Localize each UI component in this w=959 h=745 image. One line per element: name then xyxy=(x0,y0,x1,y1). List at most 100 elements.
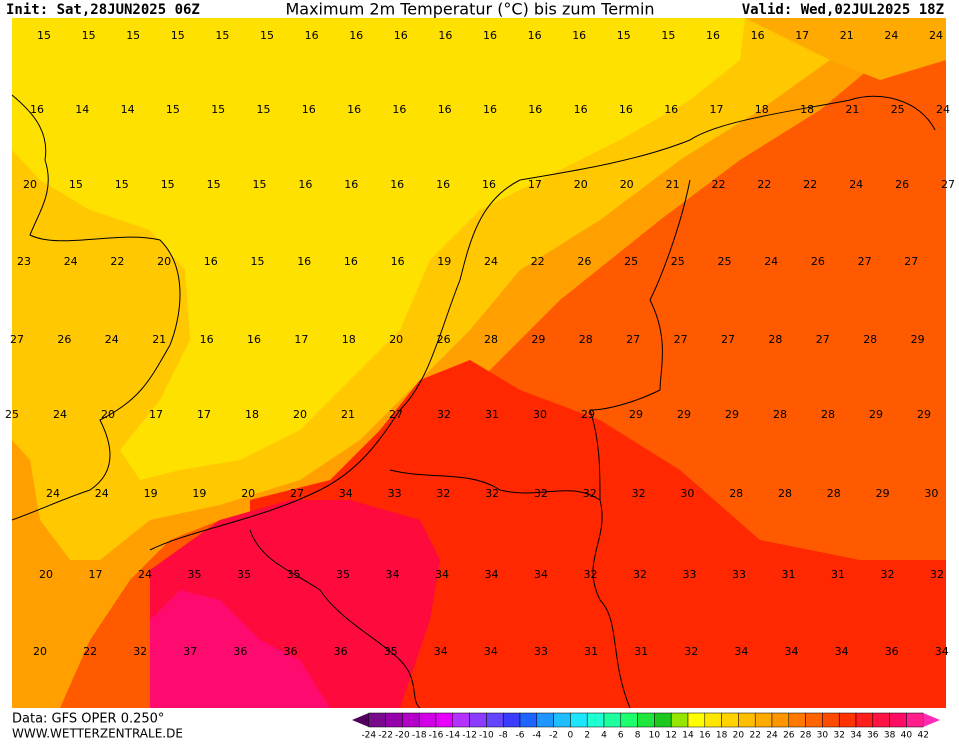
temperature-value: 29 xyxy=(917,408,931,421)
temperature-value: 28 xyxy=(768,333,782,346)
temperature-value: 15 xyxy=(260,29,274,42)
temperature-value: 15 xyxy=(215,29,229,42)
colorbar-tick-label: 32 xyxy=(833,731,844,741)
colorbar-box xyxy=(822,712,840,728)
colorbar-tick-label: 8 xyxy=(635,731,641,741)
temperature-value: 31 xyxy=(782,568,796,581)
temperature-value: 29 xyxy=(725,408,739,421)
temperature-value: 17 xyxy=(795,29,809,42)
temperature-value: 28 xyxy=(773,408,787,421)
temperature-value: 16 xyxy=(438,29,452,42)
temperature-value: 28 xyxy=(821,408,835,421)
colorbar-box xyxy=(637,712,655,728)
temperature-value: 20 xyxy=(241,487,255,500)
temperature-value: 31 xyxy=(584,645,598,658)
temperature-value: 14 xyxy=(121,103,135,116)
temperature-value: 18 xyxy=(245,408,259,421)
temperature-value: 27 xyxy=(674,333,688,346)
data-source: Data: GFS OPER 0.250° xyxy=(12,712,164,727)
temperature-value: 16 xyxy=(298,178,312,191)
temperature-value: 16 xyxy=(438,103,452,116)
colorbar-tick-label: -2 xyxy=(549,731,558,741)
header-band xyxy=(0,0,959,18)
temperature-value: 20 xyxy=(39,568,53,581)
temperature-value: 16 xyxy=(302,103,316,116)
temperature-value: 15 xyxy=(171,29,185,42)
temperature-value: 27 xyxy=(10,333,24,346)
temperature-value: 34 xyxy=(435,568,449,581)
temperature-value: 34 xyxy=(386,568,400,581)
colorbar-tick-label: 34 xyxy=(850,731,862,741)
temperature-value: 34 xyxy=(434,645,448,658)
temperature-value: 24 xyxy=(929,29,943,42)
temperature-value: 14 xyxy=(75,103,89,116)
temperature-value: 27 xyxy=(816,333,830,346)
map-title: Maximum 2m Temperatur (°C) bis zum Termi… xyxy=(285,0,654,19)
colorbar-tick-label: 40 xyxy=(901,731,913,741)
temperature-value: 22 xyxy=(712,178,726,191)
temperature-value: 25 xyxy=(671,255,685,268)
temperature-value: 16 xyxy=(394,29,408,42)
temperature-value: 29 xyxy=(629,408,643,421)
colorbar-box xyxy=(435,712,454,728)
temperature-value: 24 xyxy=(936,103,950,116)
temperature-value: 35 xyxy=(336,568,350,581)
colorbar-box xyxy=(687,712,706,728)
colorbar-tick-label: 30 xyxy=(817,731,829,741)
temperature-value: 16 xyxy=(483,103,497,116)
colorbar-box xyxy=(402,712,420,728)
temperature-value: 33 xyxy=(683,568,697,581)
colorbar-tick-label: 38 xyxy=(884,731,896,741)
colorbar-tick-label: -16 xyxy=(429,731,444,741)
temperature-value: 18 xyxy=(800,103,814,116)
colorbar-box xyxy=(906,712,924,728)
temperature-value: 32 xyxy=(632,487,646,500)
colorbar-tick-label: -10 xyxy=(479,731,494,741)
temperature-value: 29 xyxy=(531,333,545,346)
colorbar-box xyxy=(889,712,907,728)
temperature-value: 27 xyxy=(858,255,872,268)
temperature-value: 30 xyxy=(680,487,694,500)
colorbar-tick-label: -4 xyxy=(532,731,541,741)
temperature-value: 27 xyxy=(941,178,955,191)
temperature-value: 26 xyxy=(577,255,591,268)
temperature-value: 35 xyxy=(287,568,301,581)
temperature-value: 32 xyxy=(583,487,597,500)
temperature-value: 17 xyxy=(197,408,211,421)
temperature-value: 15 xyxy=(211,103,225,116)
temperature-value: 16 xyxy=(347,103,361,116)
temperature-value: 16 xyxy=(664,103,678,116)
temperature-value: 24 xyxy=(484,255,498,268)
temperature-value: 15 xyxy=(161,178,175,191)
temperature-value: 25 xyxy=(891,103,905,116)
temperature-value: 21 xyxy=(666,178,680,191)
temperature-value: 26 xyxy=(57,333,71,346)
temperature-value: 17 xyxy=(89,568,103,581)
temperature-value: 34 xyxy=(734,645,748,658)
colorbar-tick-label: 12 xyxy=(665,731,676,741)
temperature-value: 25 xyxy=(5,408,19,421)
colorbar-box xyxy=(838,712,857,728)
temperature-value: 17 xyxy=(149,408,163,421)
temperature-value: 24 xyxy=(849,178,863,191)
colorbar-tick-label: 42 xyxy=(917,731,928,741)
temperature-value: 35 xyxy=(237,568,251,581)
colorbar-box xyxy=(670,712,689,728)
temperature-value: 20 xyxy=(293,408,307,421)
colorbar-box xyxy=(570,712,588,728)
temperature-value: 29 xyxy=(581,408,595,421)
temperature-value: 24 xyxy=(884,29,898,42)
temperature-value: 34 xyxy=(935,645,949,658)
colorbar-tick-label: 6 xyxy=(618,731,624,741)
temperature-value: 28 xyxy=(579,333,593,346)
colorbar-arrow xyxy=(923,713,940,727)
temperature-value: 25 xyxy=(718,255,732,268)
temperature-value: 17 xyxy=(528,178,542,191)
colorbar-tick-label: 36 xyxy=(867,731,879,741)
temperature-value: 24 xyxy=(53,408,67,421)
temperature-value: 32 xyxy=(437,408,451,421)
temperature-value: 20 xyxy=(23,178,37,191)
temperature-value: 24 xyxy=(64,255,78,268)
colorbar-tick-label: 16 xyxy=(699,731,711,741)
temperature-value: 16 xyxy=(619,103,633,116)
